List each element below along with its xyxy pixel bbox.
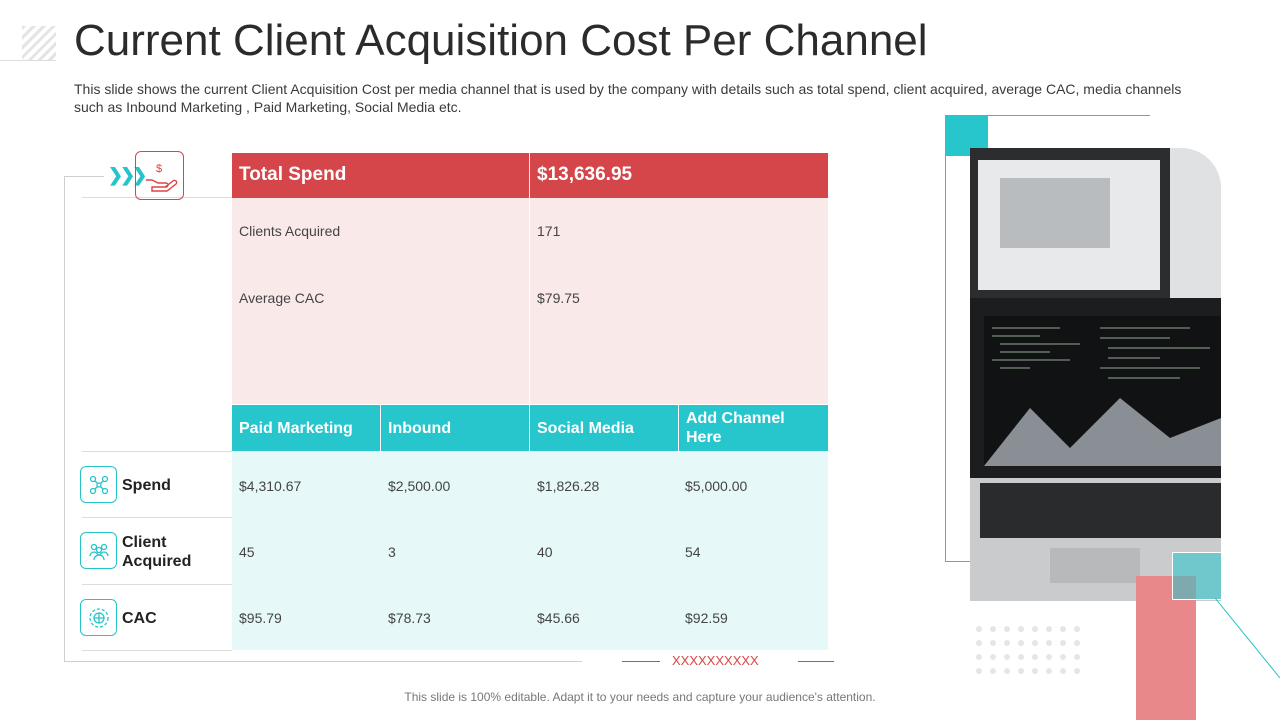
row-label-spend: Spend: [122, 477, 171, 494]
channel-header: Inbound: [381, 405, 529, 451]
decor-line: [622, 661, 660, 662]
row-label-client-acquired: Client Acquired: [122, 533, 202, 571]
decor-line: [0, 60, 56, 61]
table-cell: 3: [388, 544, 396, 560]
decor-diagonal-line: [1215, 598, 1280, 678]
page-title: Current Client Acquisition Cost Per Chan…: [74, 16, 928, 65]
teal-square: [1172, 552, 1222, 600]
dot-grid: [976, 626, 1080, 674]
row-label-cac: CAC: [122, 610, 157, 627]
frame-line-vertical: [64, 176, 65, 662]
table-cell: $1,826.28: [537, 478, 600, 494]
divider: [82, 451, 232, 452]
hatch-decoration: [22, 26, 56, 60]
table-cell: $78.73: [388, 610, 431, 626]
pink-block: [1136, 576, 1196, 720]
table-cell: $2,500.00: [388, 478, 451, 494]
hand-dollar-icon: $: [135, 151, 184, 200]
table-cell: $5,000.00: [685, 478, 748, 494]
channel-header: Social Media: [530, 405, 678, 451]
table-cell: $92.59: [685, 610, 728, 626]
channel-header: Paid Marketing: [232, 405, 380, 451]
frame-line-bottom: [64, 661, 582, 662]
table-cell: 40: [537, 544, 553, 560]
channel-header: Add Channel Here: [679, 405, 828, 451]
divider: [82, 197, 232, 198]
channel-data-panel: [232, 451, 828, 650]
average-cac-label: Average CAC: [239, 290, 325, 306]
divider: [529, 198, 530, 404]
network-icon: [80, 466, 117, 503]
page-subtitle: This slide shows the current Client Acqu…: [74, 81, 1182, 115]
placeholder-mark: XXXXXXXXXX: [672, 653, 759, 668]
frame-line-top: [64, 176, 104, 177]
decor-line: [945, 115, 946, 562]
table-cell: $95.79: [239, 610, 282, 626]
clients-acquired-value: 171: [537, 223, 561, 239]
total-spend-value: $13,636.95: [530, 153, 828, 198]
divider: [82, 584, 232, 585]
divider: [82, 650, 232, 651]
gear-globe-icon: [80, 599, 117, 636]
decor-line: [945, 561, 970, 562]
laptop-photo: [970, 148, 1221, 601]
people-icon: [80, 532, 117, 569]
average-cac-value: $79.75: [537, 290, 580, 306]
clients-acquired-label: Clients Acquired: [239, 223, 341, 239]
table-cell: 45: [239, 544, 255, 560]
footer-note: This slide is 100% editable. Adapt it to…: [404, 690, 876, 704]
table-cell: $45.66: [537, 610, 580, 626]
svg-text:$: $: [156, 163, 162, 175]
decor-line: [798, 661, 834, 662]
divider: [82, 517, 232, 518]
row-label-text: Client Acquired: [122, 534, 192, 570]
table-cell: $4,310.67: [239, 478, 302, 494]
total-spend-header: Total Spend: [232, 153, 529, 198]
double-chevron-right-icon: ❯❯❯: [108, 165, 147, 185]
table-cell: 54: [685, 544, 701, 560]
decor-line: [945, 115, 1150, 116]
